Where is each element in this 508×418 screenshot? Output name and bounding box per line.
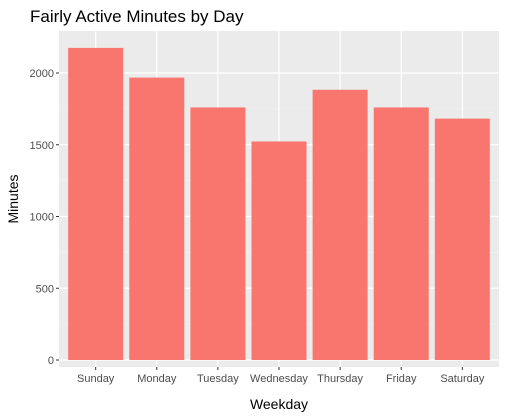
bar-saturday <box>434 118 490 361</box>
y-tick-label: 1500 <box>30 140 54 152</box>
bar-monday <box>129 77 185 360</box>
y-tick-label: 0 <box>48 355 54 367</box>
bar-sunday <box>68 47 124 360</box>
y-axis-title: Minutes <box>5 174 21 223</box>
x-axis-title: Weekday <box>250 396 308 412</box>
x-tick-label: Thursday <box>317 373 363 385</box>
bars <box>68 47 490 361</box>
x-axis-ticks: Sunday Monday Tuesday Wednesday Thursday Frid… <box>77 367 485 385</box>
bar-friday <box>373 107 429 360</box>
x-tick-label: Wednesday <box>250 373 308 385</box>
chart-title: Fairly Active Minutes by Day <box>30 7 244 26</box>
x-tick-label: Tuesday <box>197 373 239 385</box>
bar-thursday <box>312 89 368 361</box>
y-tick-label: 1000 <box>30 212 54 224</box>
x-tick-label: Friday <box>386 373 417 385</box>
y-tick-label: 500 <box>36 283 54 295</box>
y-axis-ticks: 0 500 1000 1500 2000 <box>30 68 59 367</box>
bar-tuesday <box>190 107 246 360</box>
x-tick-label: Saturday <box>440 373 485 385</box>
x-tick-label: Sunday <box>77 373 115 385</box>
y-tick-label: 2000 <box>30 68 54 80</box>
bar-wednesday <box>251 141 307 360</box>
x-tick-label: Monday <box>137 373 177 385</box>
